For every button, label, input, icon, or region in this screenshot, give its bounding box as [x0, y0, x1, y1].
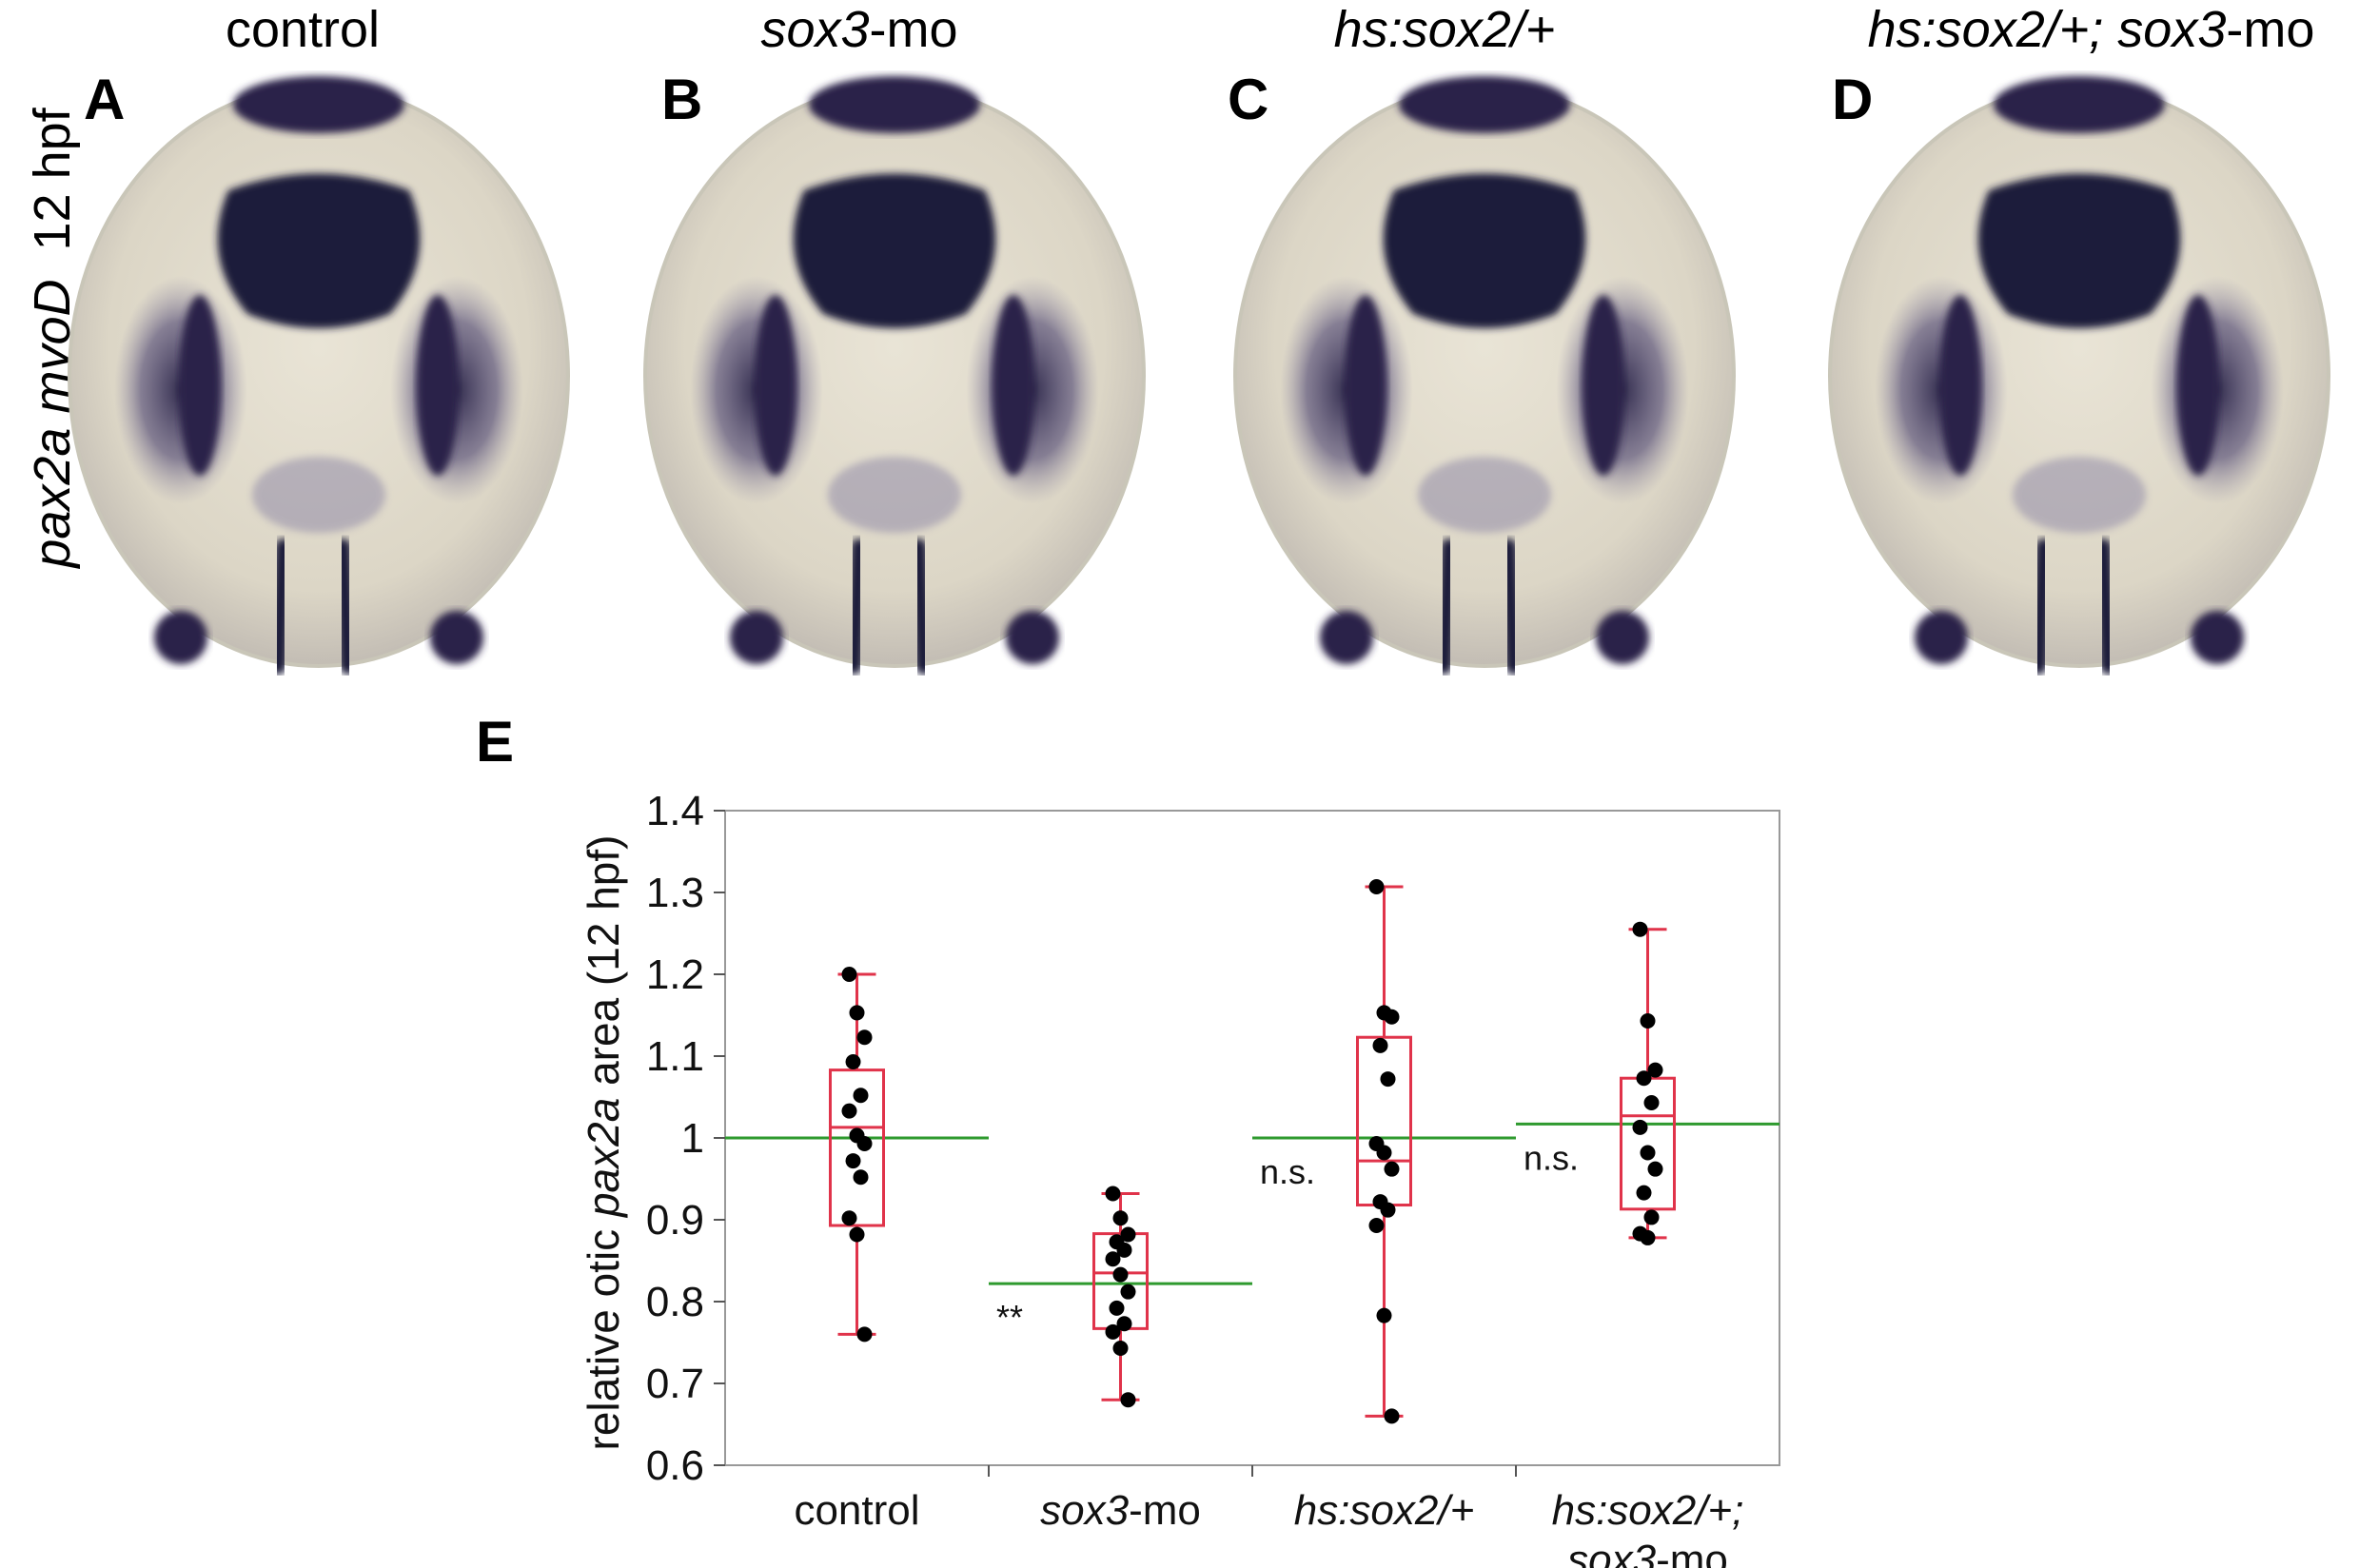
data-point — [1636, 1070, 1652, 1087]
column-title-hs-sox2: hs:sox2/+ — [1254, 0, 1635, 58]
data-point — [1120, 1226, 1136, 1243]
y-axis-label-part: relative otic — [579, 1217, 628, 1450]
x-category-label: sox3-mo — [1040, 1487, 1201, 1534]
y-axis-label: relative otic pax2a area (12 hpf) — [579, 835, 628, 1451]
panel-letter-c: C — [1228, 68, 1269, 131]
x-category-label: control — [794, 1487, 919, 1534]
y-tick-label: 1.4 — [646, 788, 704, 834]
data-point — [1116, 1316, 1132, 1332]
data-point — [849, 1226, 865, 1243]
significance-annotation: n.s. — [1524, 1138, 1579, 1177]
data-point — [856, 1326, 873, 1343]
column-title-part: control — [225, 1, 381, 58]
data-point — [1643, 1095, 1660, 1111]
column-title-part: -mo — [869, 1, 958, 58]
panel-letter-d: D — [1832, 68, 1874, 131]
x-category-label-part: control — [794, 1487, 919, 1534]
column-title-sox3-mo: sox3-mo — [693, 0, 1026, 58]
data-point — [1368, 878, 1385, 894]
significance-annotation: n.s. — [1260, 1152, 1315, 1191]
box-iqr — [829, 1068, 885, 1227]
data-point — [845, 1153, 861, 1169]
x-category-label-part: -mo — [1129, 1487, 1201, 1534]
y-tick-label: 1.3 — [646, 870, 704, 916]
data-point — [1636, 1185, 1652, 1201]
data-point — [1640, 1013, 1656, 1029]
data-point — [1105, 1186, 1121, 1202]
data-point — [841, 967, 857, 982]
data-point — [1372, 1037, 1388, 1053]
data-point — [1380, 1202, 1396, 1218]
y-tick-label: 0.8 — [646, 1279, 704, 1325]
panel-letter-a: A — [84, 68, 126, 131]
data-point — [853, 1088, 869, 1104]
x-category-label: hs:sox2/+; — [1552, 1487, 1744, 1534]
y-tick-label: 0.9 — [646, 1197, 704, 1244]
y-tick-label: 1 — [681, 1115, 704, 1162]
x-category-label: sox3-mo — [1567, 1537, 1728, 1568]
x-category-label: hs:sox2/+ — [1294, 1487, 1475, 1534]
panel-letter-e: E — [476, 710, 514, 774]
y-axis-label-part: pax2a — [579, 1098, 628, 1219]
data-point — [1632, 1119, 1648, 1135]
data-point — [1376, 1307, 1392, 1323]
data-point — [845, 1054, 861, 1070]
data-point — [1116, 1242, 1132, 1258]
y-tick-label: 0.6 — [646, 1442, 704, 1489]
data-point — [1112, 1341, 1129, 1357]
data-point — [849, 1005, 865, 1021]
data-point — [853, 1169, 869, 1186]
y-tick-label: 1.2 — [646, 951, 704, 998]
data-point — [1632, 921, 1648, 937]
x-category-label-part: hs:sox2/+; — [1552, 1487, 1744, 1534]
data-point — [1640, 1145, 1656, 1161]
data-point — [1384, 1009, 1400, 1025]
y-axis-label-part: area (12 hpf) — [579, 835, 628, 1098]
data-point — [1368, 1218, 1385, 1234]
data-point — [856, 1136, 873, 1152]
data-point — [856, 1029, 873, 1046]
column-title-hs-sox2-sox3-mo: hs:sox2/+; sox3-mo — [1803, 0, 2379, 58]
data-point — [1105, 1251, 1121, 1267]
x-category-label-part: sox3 — [1567, 1537, 1656, 1568]
data-point — [1112, 1210, 1129, 1226]
data-point — [1112, 1266, 1129, 1283]
data-point — [1384, 1408, 1400, 1424]
column-title-part: hs:sox2/+; sox3 — [1867, 1, 2227, 58]
data-point — [1647, 1161, 1663, 1177]
x-category-label-part: -mo — [1656, 1537, 1728, 1568]
y-tick-label: 1.1 — [646, 1033, 704, 1080]
x-category-label-part: hs:sox2/+ — [1294, 1487, 1475, 1534]
column-title-part: sox3 — [760, 1, 870, 58]
column-title-control: control — [160, 0, 445, 58]
data-point — [1376, 1145, 1392, 1161]
data-point — [1640, 1229, 1656, 1245]
data-point — [1105, 1323, 1121, 1340]
data-point — [1120, 1284, 1136, 1300]
y-tick-label: 0.7 — [646, 1361, 704, 1407]
data-point — [1384, 1161, 1400, 1177]
data-point — [1643, 1209, 1660, 1225]
column-title-part: -mo — [2226, 1, 2315, 58]
box-iqr — [1356, 1035, 1412, 1207]
panel-letter-b: B — [661, 68, 703, 131]
data-point — [1109, 1300, 1125, 1316]
data-point — [1647, 1062, 1663, 1078]
significance-annotation: ** — [996, 1298, 1023, 1337]
column-title-part: hs:sox2/+ — [1333, 1, 1556, 58]
data-point — [841, 1210, 857, 1226]
data-point — [841, 1103, 857, 1119]
x-category-label-part: sox3 — [1040, 1487, 1129, 1534]
data-point — [1380, 1071, 1396, 1088]
data-point — [1120, 1392, 1136, 1408]
